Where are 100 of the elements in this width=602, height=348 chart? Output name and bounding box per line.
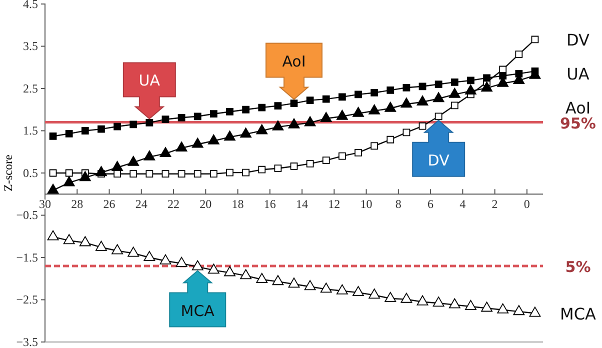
point bbox=[467, 76, 474, 84]
point bbox=[79, 171, 91, 182]
y-tick-label: −2.5 bbox=[16, 292, 38, 307]
point bbox=[242, 106, 250, 114]
x-tick-label: 24 bbox=[135, 196, 148, 211]
x-tick-label: 28 bbox=[71, 196, 84, 211]
point bbox=[402, 128, 410, 136]
point bbox=[144, 150, 156, 160]
point bbox=[384, 292, 396, 302]
point bbox=[434, 112, 442, 120]
y-tick-label: 1.5 bbox=[23, 124, 38, 138]
point bbox=[272, 275, 284, 286]
point bbox=[256, 124, 268, 134]
point bbox=[499, 72, 507, 80]
point bbox=[47, 230, 59, 240]
point bbox=[144, 250, 156, 261]
annotation: DV bbox=[428, 151, 450, 170]
point bbox=[450, 78, 458, 86]
point bbox=[418, 122, 426, 130]
point bbox=[497, 303, 509, 314]
x-tick-label: 20 bbox=[200, 196, 212, 211]
point bbox=[402, 84, 410, 92]
point bbox=[96, 166, 107, 176]
point bbox=[128, 246, 140, 257]
point bbox=[336, 110, 348, 120]
point bbox=[65, 169, 73, 177]
point bbox=[258, 166, 266, 174]
x-tick-label: 26 bbox=[103, 196, 116, 211]
y-tick-label: −3.5 bbox=[16, 334, 38, 348]
point bbox=[256, 272, 268, 283]
point bbox=[224, 266, 236, 276]
point bbox=[529, 306, 541, 317]
series-label: MCA bbox=[560, 304, 596, 324]
point bbox=[320, 282, 332, 293]
point bbox=[274, 164, 282, 172]
point bbox=[288, 278, 300, 288]
point bbox=[240, 128, 252, 138]
point bbox=[274, 102, 282, 110]
point bbox=[432, 296, 444, 307]
series-label: DV bbox=[566, 30, 590, 50]
arrow-callout: UA bbox=[122, 62, 176, 120]
point bbox=[146, 119, 154, 126]
text: 5% bbox=[565, 258, 591, 276]
point bbox=[386, 86, 394, 94]
point bbox=[400, 98, 412, 108]
point bbox=[290, 162, 298, 170]
arrow-callout: DV bbox=[412, 120, 466, 177]
point bbox=[146, 170, 154, 178]
point bbox=[178, 170, 186, 178]
point bbox=[322, 156, 330, 164]
point bbox=[176, 142, 188, 152]
point bbox=[130, 120, 138, 128]
point bbox=[162, 116, 170, 124]
point bbox=[210, 170, 218, 178]
point bbox=[272, 120, 284, 130]
point bbox=[481, 82, 492, 92]
point bbox=[464, 300, 476, 310]
x-tick-label: 6 bbox=[428, 196, 434, 211]
y-tick-label: 3.5 bbox=[23, 39, 38, 54]
point bbox=[194, 170, 202, 178]
arrow-callout: MCA bbox=[169, 270, 226, 328]
point bbox=[400, 292, 412, 303]
point bbox=[352, 286, 364, 296]
point bbox=[432, 92, 444, 102]
point bbox=[162, 170, 170, 178]
point bbox=[63, 176, 75, 186]
point bbox=[208, 264, 220, 274]
point bbox=[418, 82, 426, 90]
point bbox=[288, 118, 300, 128]
point bbox=[384, 102, 396, 112]
point bbox=[370, 89, 378, 96]
x-tick-label: 4 bbox=[460, 196, 466, 211]
point bbox=[49, 132, 57, 140]
y-tick-label: −1.5 bbox=[16, 250, 38, 264]
y-tick-label: 2.5 bbox=[23, 81, 38, 96]
point bbox=[464, 84, 476, 95]
point bbox=[354, 90, 362, 98]
point bbox=[112, 244, 124, 254]
point bbox=[306, 160, 314, 168]
point bbox=[112, 160, 124, 171]
point bbox=[338, 152, 346, 160]
point bbox=[65, 130, 73, 138]
point bbox=[483, 74, 490, 82]
point bbox=[258, 104, 266, 112]
point bbox=[306, 96, 314, 104]
point bbox=[96, 240, 107, 251]
point bbox=[240, 269, 252, 280]
point bbox=[320, 112, 332, 122]
point bbox=[336, 284, 348, 294]
point bbox=[210, 110, 218, 118]
point bbox=[192, 138, 204, 148]
point bbox=[513, 305, 525, 316]
point bbox=[304, 116, 316, 126]
point bbox=[368, 288, 380, 299]
x-tick-label: 18 bbox=[232, 196, 244, 211]
point bbox=[416, 95, 428, 106]
point bbox=[81, 127, 89, 134]
x-tick-label: 0 bbox=[524, 196, 530, 211]
x-tick-label: 16 bbox=[264, 196, 276, 211]
point bbox=[450, 102, 458, 110]
